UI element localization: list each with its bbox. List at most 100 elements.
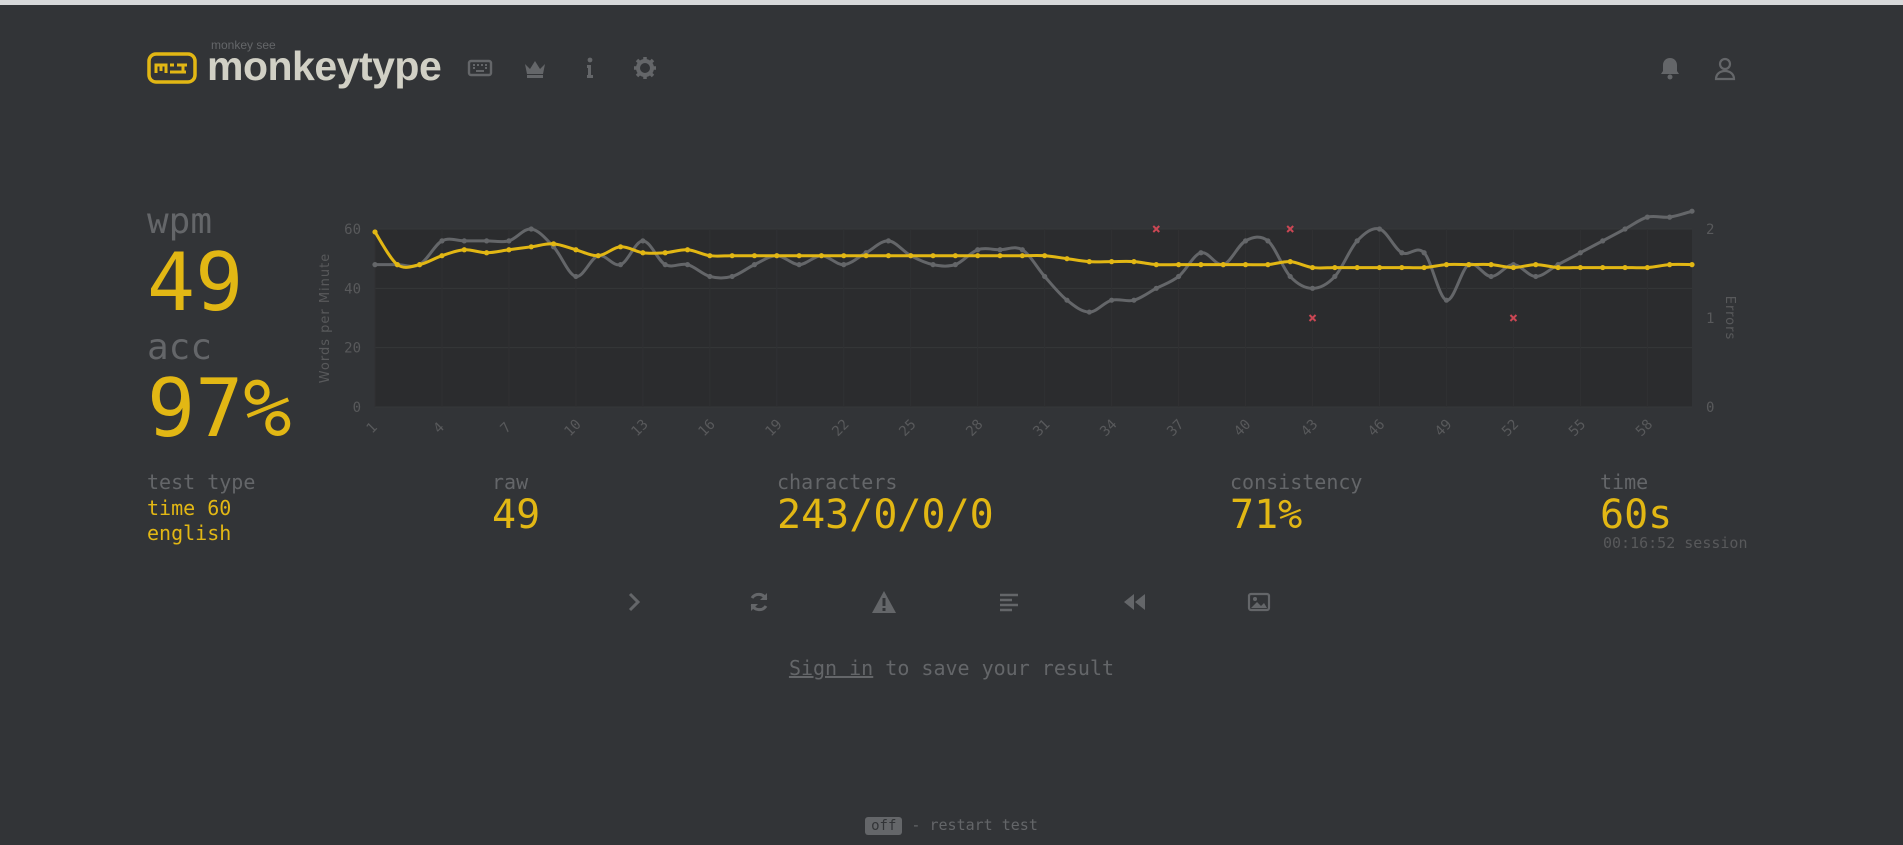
- x-tick-label: 40: [1231, 417, 1254, 440]
- wpm-point: [1466, 262, 1472, 268]
- wpm-point: [796, 253, 802, 259]
- raw-point: [573, 273, 579, 280]
- chevron-right-icon: [628, 592, 641, 612]
- wpm-point: [774, 253, 780, 259]
- raw-point: [439, 238, 445, 244]
- restart-test-button[interactable]: [742, 585, 776, 619]
- raw-value: 49: [492, 492, 541, 538]
- wpm-point: [863, 253, 869, 259]
- raw-point: [617, 262, 624, 268]
- footer-hint: off - restart test: [0, 816, 1903, 835]
- raw-point: [372, 262, 378, 268]
- logo-title[interactable]: monkeytype: [207, 43, 442, 89]
- bell-icon[interactable]: [1657, 55, 1683, 81]
- raw-point: [1265, 238, 1271, 244]
- wpm-point: [1354, 264, 1360, 271]
- gear-icon[interactable]: [632, 55, 658, 81]
- wpm-point: [372, 229, 378, 235]
- signin-text: to save your result: [873, 656, 1115, 680]
- raw-point: [1689, 208, 1695, 214]
- wpm-point: [729, 253, 735, 259]
- x-tick-label: 37: [1164, 417, 1187, 440]
- wpm-point: [1265, 262, 1271, 268]
- wpm-point: [885, 253, 892, 259]
- wpm-point: [550, 241, 557, 247]
- wpm-point: [1488, 262, 1494, 268]
- raw-point: [796, 262, 802, 268]
- time-label: time: [1600, 470, 1649, 494]
- x-tick-label: 55: [1566, 417, 1589, 440]
- wpm-point: [1109, 259, 1115, 265]
- y-tick-label: 0: [353, 400, 361, 416]
- raw-point: [484, 238, 490, 244]
- screenshot-button[interactable]: [1242, 585, 1276, 619]
- session-time: 00:16:52 session: [1603, 534, 1748, 552]
- report-issue-button[interactable]: [867, 585, 901, 619]
- raw-point: [1131, 297, 1137, 303]
- x-tick-label: 52: [1499, 417, 1522, 440]
- wpm-point: [1399, 264, 1405, 271]
- monkeytype-logo-icon[interactable]: [147, 52, 197, 84]
- wpm-point: [640, 250, 646, 256]
- x-tick-label: 19: [762, 417, 785, 440]
- wpm-point: [1577, 264, 1583, 271]
- x-tick-label: 16: [695, 417, 718, 440]
- raw-point: [528, 226, 534, 232]
- test-type-language: english: [147, 521, 232, 545]
- characters-value: 243/0/0/0: [777, 492, 994, 538]
- next-test-button[interactable]: [617, 585, 651, 619]
- raw-point: [975, 247, 981, 253]
- raw-point: [729, 273, 735, 280]
- wpm-point: [528, 244, 534, 250]
- raw-point: [885, 238, 892, 244]
- raw-point: [1376, 226, 1383, 232]
- raw-point: [751, 262, 758, 268]
- crown-icon[interactable]: [522, 55, 548, 81]
- signin-prompt: Sign in to save your result: [0, 656, 1903, 680]
- wpm-point: [662, 250, 668, 256]
- keyboard-icon[interactable]: [467, 55, 493, 81]
- word-history-button[interactable]: [992, 585, 1026, 619]
- backward-icon: [1124, 594, 1145, 610]
- wpm-point: [1220, 262, 1226, 268]
- wpm-point: [684, 247, 691, 253]
- y-axis-title: Words per Minute: [318, 253, 333, 383]
- wpm-point: [617, 244, 624, 250]
- info-icon[interactable]: [577, 55, 603, 81]
- wpm-point: [1153, 262, 1159, 268]
- wpm-point: [461, 247, 467, 253]
- x-tick-label: 31: [1030, 417, 1053, 440]
- wpm-point: [818, 253, 825, 259]
- raw-point: [662, 262, 668, 268]
- consistency-value: 71%: [1230, 492, 1303, 538]
- wpm-point: [1443, 262, 1450, 268]
- wpm-point: [506, 247, 512, 253]
- x-tick-label: 13: [628, 417, 651, 440]
- x-tick-label: 22: [829, 417, 852, 440]
- acc-value: 97%: [147, 362, 292, 455]
- y-tick-label: 20: [344, 341, 361, 357]
- wpm-point: [1309, 264, 1316, 271]
- error-marker: [1286, 225, 1294, 233]
- signin-link[interactable]: Sign in: [788, 656, 874, 680]
- raw-point: [1600, 238, 1606, 244]
- raw-point: [1153, 285, 1159, 291]
- raw-point: [1332, 273, 1338, 280]
- logo-subtitle: monkey see: [211, 38, 276, 52]
- key-hint: off: [865, 817, 903, 835]
- raw-point: [1109, 297, 1115, 303]
- wpm-point: [439, 253, 445, 259]
- raw-point: [461, 238, 467, 244]
- wpm-point: [975, 253, 981, 259]
- raw-point: [1421, 250, 1427, 256]
- raw-point: [1064, 297, 1070, 303]
- user-icon[interactable]: [1712, 55, 1738, 81]
- wpm-point: [841, 253, 847, 259]
- raw-point: [1488, 273, 1494, 280]
- raw-point: [1533, 273, 1539, 280]
- image-icon: [1247, 592, 1271, 612]
- raw-point: [1354, 238, 1360, 244]
- wpm-point: [997, 253, 1003, 259]
- raw-point: [640, 238, 646, 244]
- replay-button[interactable]: [1117, 585, 1151, 619]
